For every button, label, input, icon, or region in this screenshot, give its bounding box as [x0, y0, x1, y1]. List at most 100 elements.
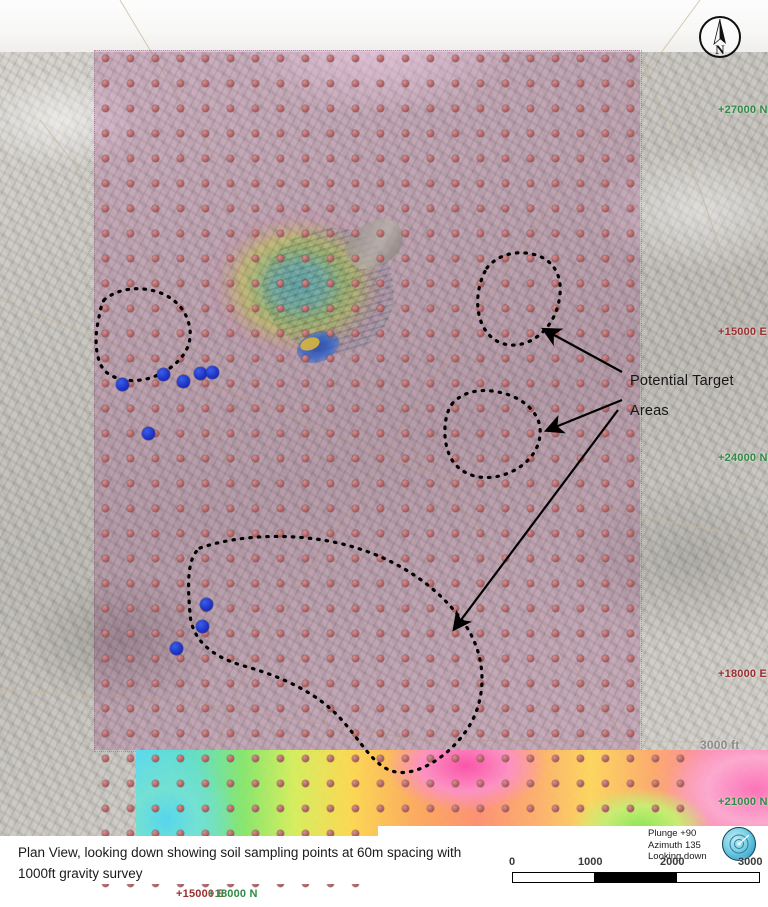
soil-sample-point [201, 679, 209, 687]
soil-sample-point [426, 679, 434, 687]
soil-sample-point [376, 454, 384, 462]
soil-sample-point [326, 554, 334, 562]
soil-sample-point [376, 679, 384, 687]
soil-sample-point [276, 204, 284, 212]
soil-sample-point [576, 654, 584, 662]
soil-sample-point [526, 529, 534, 537]
soil-sample-point [276, 479, 284, 487]
soil-sample-point [576, 254, 584, 262]
soil-sample-point [176, 779, 184, 787]
soil-sample-point [226, 354, 234, 362]
soil-sample-point [376, 579, 384, 587]
soil-sample-point [501, 629, 509, 637]
soil-sample-point [351, 154, 359, 162]
soil-sample-point [576, 679, 584, 687]
soil-sample-point [551, 579, 559, 587]
soil-sample-point [626, 554, 634, 562]
soil-sample-point [276, 579, 284, 587]
soil-sample-point [526, 754, 534, 762]
soil-sample-point [551, 129, 559, 137]
soil-sample-point [376, 404, 384, 412]
highlighted-sample-point [156, 367, 170, 381]
soil-sample-point [176, 104, 184, 112]
soil-sample-point [401, 604, 409, 612]
soil-sample-point [401, 104, 409, 112]
soil-sample-point [526, 279, 534, 287]
soil-sample-point [176, 454, 184, 462]
soil-sample-point [501, 804, 509, 812]
soil-sample-point [601, 279, 609, 287]
soil-sample-point [376, 54, 384, 62]
soil-sample-point [101, 79, 109, 87]
grid-label-18000n: +18000 N [208, 888, 258, 900]
soil-sample-point [126, 754, 134, 762]
soil-sample-point [476, 329, 484, 337]
soil-sample-point [626, 329, 634, 337]
soil-sample-point [626, 629, 634, 637]
soil-sample-point [101, 554, 109, 562]
soil-sample-point [376, 604, 384, 612]
soil-sample-point [176, 629, 184, 637]
soil-sample-point [551, 354, 559, 362]
soil-sample-point [326, 829, 334, 837]
soil-sample-point [101, 654, 109, 662]
soil-sample-point [176, 154, 184, 162]
soil-sample-point [601, 754, 609, 762]
soil-sample-point [576, 404, 584, 412]
soil-sample-point [551, 179, 559, 187]
soil-sample-point [226, 829, 234, 837]
soil-sample-point [276, 679, 284, 687]
soil-sample-point [501, 504, 509, 512]
soil-sample-point [326, 154, 334, 162]
soil-sample-point [626, 154, 634, 162]
soil-sample-point [451, 704, 459, 712]
soil-sample-point [426, 429, 434, 437]
soil-sample-point [151, 779, 159, 787]
soil-sample-point [526, 654, 534, 662]
soil-sample-point [601, 229, 609, 237]
soil-sample-point [501, 729, 509, 737]
soil-sample-point [126, 129, 134, 137]
soil-sample-point [101, 704, 109, 712]
grid-label-15000e: +15000 E [176, 888, 226, 900]
soil-sample-point [226, 379, 234, 387]
soil-sample-point [451, 229, 459, 237]
soil-sample-point [101, 579, 109, 587]
soil-sample-point [101, 304, 109, 312]
soil-sample-point [601, 204, 609, 212]
soil-sample-point [201, 654, 209, 662]
soil-sample-point [576, 179, 584, 187]
soil-sample-point [501, 329, 509, 337]
soil-sample-point [426, 529, 434, 537]
soil-sample-point [276, 279, 284, 287]
soil-sample-point [626, 379, 634, 387]
soil-sample-point [251, 504, 259, 512]
soil-sample-point [576, 154, 584, 162]
soil-sample-point [251, 604, 259, 612]
soil-sample-point [476, 229, 484, 237]
soil-sample-point [476, 129, 484, 137]
soil-sample-point [326, 254, 334, 262]
soil-sample-point [176, 279, 184, 287]
soil-sample-point [126, 604, 134, 612]
soil-sample-point [151, 154, 159, 162]
soil-sample-point [276, 529, 284, 537]
soil-sample-point [351, 704, 359, 712]
soil-sample-point [426, 704, 434, 712]
soil-sample-point [276, 654, 284, 662]
soil-sample-point [151, 104, 159, 112]
soil-sample-point [101, 54, 109, 62]
target-outline-northeast [476, 251, 562, 347]
soil-sample-point [226, 729, 234, 737]
soil-sample-point [351, 329, 359, 337]
soil-sample-point [301, 79, 309, 87]
soil-sample-point [126, 629, 134, 637]
soil-sample-point [526, 329, 534, 337]
soil-sample-point [576, 804, 584, 812]
soil-sample-point [426, 79, 434, 87]
soil-sample-point [426, 204, 434, 212]
soil-sample-point [201, 554, 209, 562]
soil-sample-point [451, 529, 459, 537]
soil-sample-point [351, 204, 359, 212]
soil-sample-point [426, 129, 434, 137]
